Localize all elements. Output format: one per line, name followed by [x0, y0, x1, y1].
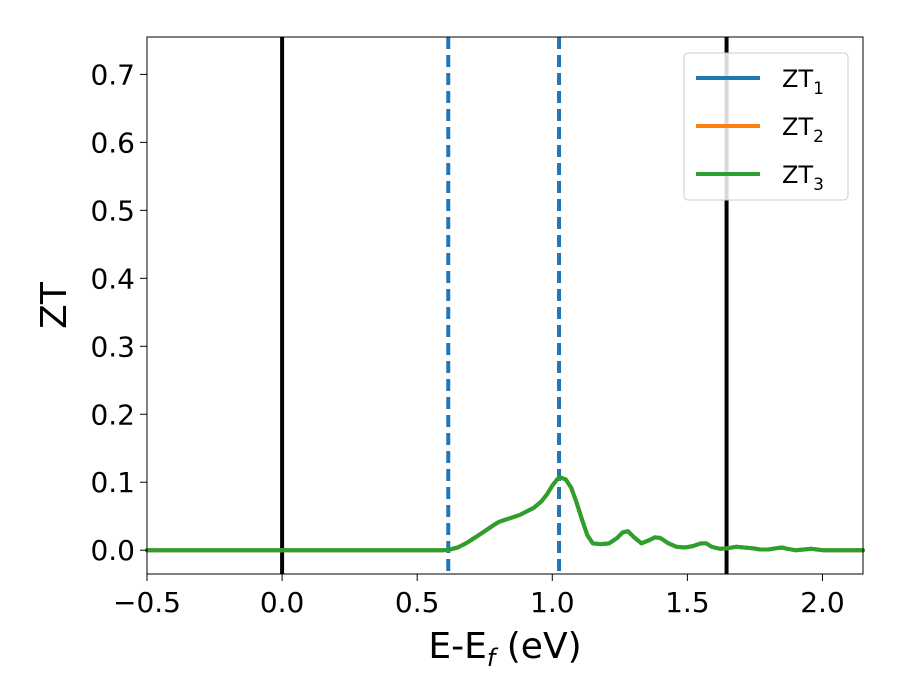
legend: ZT1 ZT2 ZT3	[683, 52, 849, 201]
vertical-lines	[280, 37, 729, 574]
x-tick-label: 0.5	[395, 586, 440, 619]
x-tick-label: 1.0	[530, 586, 575, 619]
legend-label-zt2: ZT2	[782, 113, 824, 147]
x-axis-label: E-Ef (eV)	[428, 626, 581, 672]
x-tick-label: 2.0	[800, 586, 845, 619]
series-line-zt2	[145, 475, 865, 553]
series-line-zt3	[145, 475, 865, 553]
x-tick-label: −0.5	[113, 586, 181, 619]
legend-box	[683, 52, 849, 201]
series-line-zt1	[145, 475, 865, 553]
y-tick-label: 0.0	[90, 534, 135, 567]
y-tick-label: 0.6	[90, 126, 135, 159]
y-tick-label: 0.1	[90, 466, 135, 499]
x-tick-label: 0.0	[260, 586, 305, 619]
legend-label-zt1: ZT1	[782, 65, 824, 99]
y-tick-label: 0.4	[90, 262, 135, 295]
x-tick-label: 1.5	[665, 586, 710, 619]
legend-label-zt3: ZT3	[782, 161, 824, 195]
x-axis-ticks: −0.5 0.0 0.5 1.0 1.5 2.0	[113, 574, 845, 619]
series-lines	[145, 475, 865, 553]
x-axis-label-suffix: (eV)	[495, 626, 581, 667]
y-tick-label: 0.7	[90, 58, 135, 91]
axes-frame	[146, 36, 864, 575]
y-tick-label: 0.5	[90, 194, 135, 227]
x-axis-label-main: E-E	[428, 626, 486, 667]
y-tick-label: 0.3	[90, 330, 135, 363]
y-axis-ticks: 0.0 0.1 0.2 0.3 0.4 0.5 0.6 0.7	[90, 58, 147, 567]
y-tick-label: 0.2	[90, 398, 135, 431]
y-axis-label: ZT	[34, 281, 75, 329]
